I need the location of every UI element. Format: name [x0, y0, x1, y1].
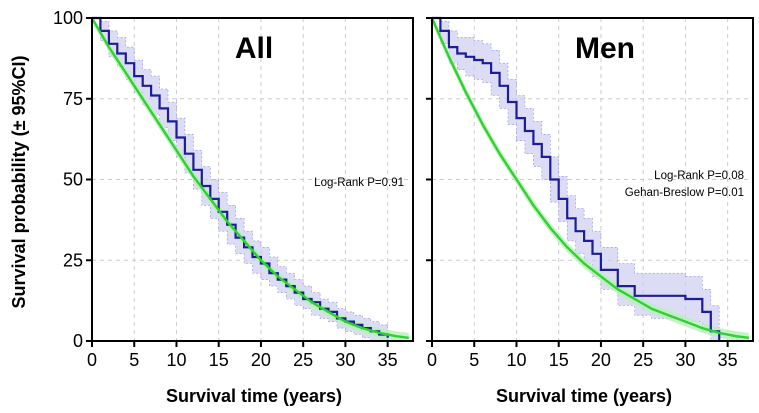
panel-men-x-tick-label-25: 25: [633, 350, 653, 370]
panel-men-reference-curve: [430, 17, 749, 339]
panel-all-y-tick-label-100: 100: [53, 8, 83, 28]
panel-men-x-tick-label-30: 30: [675, 350, 695, 370]
panel-men-x-tick-label-35: 35: [718, 350, 738, 370]
panel-all-lines: [90, 16, 409, 339]
panel-all-y-tick-label-25: 25: [63, 250, 83, 270]
panel-men-gehan-breslow-annotation: Gehan-Breslow P=0.01: [625, 187, 744, 199]
panel-men-title: Men: [575, 32, 635, 65]
panel-all-bands: [92, 17, 409, 342]
panel-all-y-tick-label-0: 0: [73, 331, 83, 351]
panel-all-reference-curve: [90, 17, 409, 339]
panel-men-x-tick-label-20: 20: [591, 350, 611, 370]
panel-men-bands: [432, 17, 749, 342]
panel-men-x-tick-label-10: 10: [506, 350, 526, 370]
panel-all-x-tick-label-0: 0: [87, 350, 97, 370]
panel-men-x-tick-label-15: 15: [549, 350, 569, 370]
panel-all-grid: [92, 18, 413, 341]
panel-all-x-tick-label-30: 30: [335, 350, 355, 370]
panel-men-logrank-annotation: Log-Rank P=0.08: [654, 170, 744, 182]
panel-men-x-axis-label: Survival time (years): [496, 386, 672, 406]
panel-all-study-ci-band: [92, 17, 389, 342]
panel-men-lines: [430, 16, 749, 341]
panel-men-study-curve: [432, 16, 721, 341]
panel-all: 0 25 50 75 100 0 5 10 15 20 25 30 35 All Log-Rank P…: [53, 8, 414, 406]
panel-men-x-tick-label-0: 0: [427, 350, 437, 370]
panel-all-x-tick-label-20: 20: [251, 350, 271, 370]
panel-all-x-tick-label-25: 25: [293, 350, 313, 370]
panel-all-x-tick-label-35: 35: [378, 350, 398, 370]
panel-all-x-tick-label-15: 15: [209, 350, 229, 370]
panel-all-y-ticks: 0 25 50 75 100: [53, 8, 92, 351]
panel-men-study-ci-band: [432, 17, 720, 342]
panel-men: 0 5 10 15 20 25 30 35 Men Log-Rank P=0.08 Gehan…: [426, 16, 754, 406]
panel-all-title: All: [235, 32, 273, 65]
panel-all-y-tick-label-50: 50: [63, 170, 83, 190]
panel-all-x-ticks: 0 5 10 15 20 25 30 35: [87, 341, 398, 370]
y-axis-label: Survival probability (± 95%CI): [9, 56, 29, 309]
panel-men-x-tick-label-5: 5: [469, 350, 479, 370]
panel-all-x-tick-label-5: 5: [129, 350, 139, 370]
panel-men-x-ticks: 0 5 10 15 20 25 30 35: [427, 341, 738, 370]
panel-all-x-tick-label-10: 10: [166, 350, 186, 370]
panel-all-logrank-annotation: Log-Rank P=0.91: [314, 177, 404, 189]
panel-all-x-axis-label: Survival time (years): [166, 386, 342, 406]
panel-all-y-tick-label-75: 75: [63, 89, 83, 109]
